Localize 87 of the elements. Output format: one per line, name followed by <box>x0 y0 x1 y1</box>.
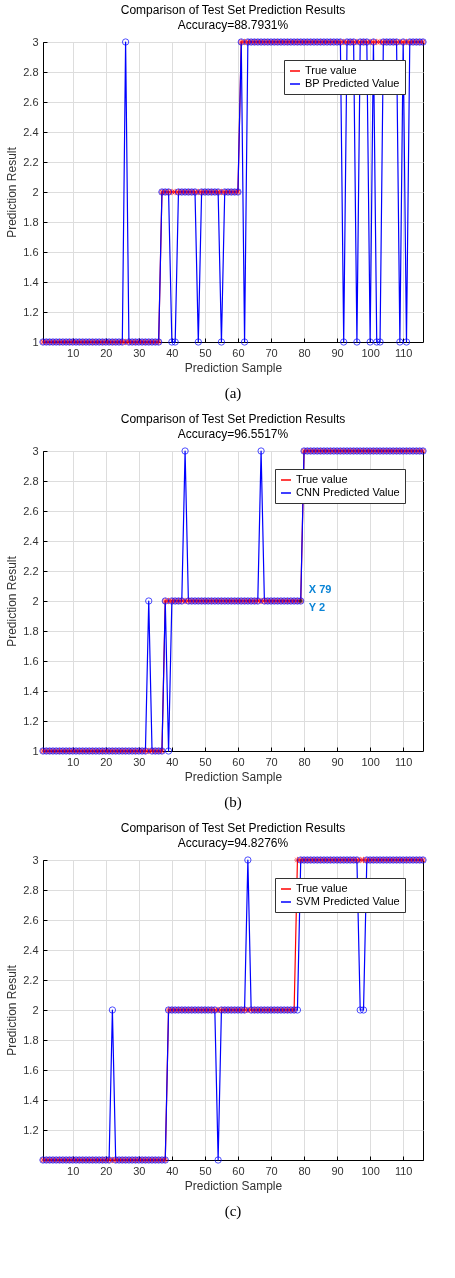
x-tick-label: 10 <box>67 755 80 768</box>
x-tick-label: 80 <box>298 755 311 768</box>
y-tick-label: 2.2 <box>23 155 39 168</box>
x-tick-label: 10 <box>67 346 80 359</box>
chart-subtitle: Accuracy=94.8276% <box>177 836 289 850</box>
y-tick-label: 1.4 <box>23 1093 39 1106</box>
x-tick-label: 110 <box>394 1164 413 1177</box>
x-tick-label: 90 <box>331 346 344 359</box>
y-tick-label: 2.6 <box>23 95 39 108</box>
text: (c) <box>224 1203 242 1220</box>
x-tick-label: 20 <box>100 346 113 359</box>
y-tick-label: 2 <box>32 594 39 607</box>
x-axis-title: Prediction Sample <box>184 1178 283 1193</box>
y-tick-label: 1.4 <box>23 684 39 697</box>
text: (b) <box>224 794 242 811</box>
chart-title: Comparison of Test Set Prediction Results <box>120 821 346 835</box>
y-tick-label: 2.8 <box>23 65 39 78</box>
x-tick-label: 90 <box>331 755 344 768</box>
x-tick-label: 70 <box>265 1164 278 1177</box>
x-tick-label: 100 <box>361 755 380 768</box>
y-tick-label: 2.4 <box>23 534 39 547</box>
x-tick-label: 10 <box>67 1164 80 1177</box>
y-axis-title: Prediction Result <box>5 146 20 238</box>
x-tick-label: 60 <box>232 346 245 359</box>
x-tick-label: 110 <box>394 346 413 359</box>
legend-label: SVM Predicted Value <box>296 895 400 907</box>
x-tick-label: 40 <box>166 346 179 359</box>
y-axis-title: Prediction Result <box>5 964 20 1056</box>
x-tick-label: 40 <box>166 755 179 768</box>
y-tick-label: 1.6 <box>23 1063 39 1076</box>
x-tick-label: 20 <box>100 755 113 768</box>
x-tick-label: 80 <box>298 1164 311 1177</box>
legend-label: True value <box>296 882 348 894</box>
x-tick-label: 20 <box>100 1164 113 1177</box>
text: (a) <box>224 385 242 402</box>
y-tick-label: 2.6 <box>23 913 39 926</box>
y-tick-label: 1.8 <box>23 1033 39 1046</box>
x-tick-label: 60 <box>232 1164 245 1177</box>
y-tick-label: 1.6 <box>23 654 39 667</box>
y-tick-label: 1.6 <box>23 245 39 258</box>
chart-title: Comparison of Test Set Prediction Results <box>120 3 346 17</box>
x-tick-label: 50 <box>199 346 212 359</box>
legend-label: BP Predicted Value <box>305 77 400 89</box>
x-tick-label: 30 <box>133 755 146 768</box>
x-tick-label: 40 <box>166 1164 179 1177</box>
y-tick-label: 2.4 <box>23 125 39 138</box>
y-tick-label: 1 <box>32 744 39 757</box>
annotation: X 79 Y 2 <box>308 583 332 613</box>
chart-subtitle: Accuracy=96.5517% <box>177 427 289 441</box>
y-tick-label: 3 <box>32 853 39 866</box>
x-tick-label: 100 <box>361 346 380 359</box>
y-tick-label: 1.2 <box>23 1123 39 1136</box>
y-tick-label: 2 <box>32 185 39 198</box>
legend-label: CNN Predicted Value <box>296 486 400 498</box>
chart-title: Comparison of Test Set Prediction Results <box>120 412 346 426</box>
y-tick-label: 1.2 <box>23 305 39 318</box>
y-tick-label: 2.2 <box>23 564 39 577</box>
y-tick-label: 1.8 <box>23 215 39 228</box>
y-tick-label: 1.4 <box>23 275 39 288</box>
y-tick-label: 1 <box>32 335 39 348</box>
x-tick-label: 100 <box>361 1164 380 1177</box>
x-axis-title: Prediction Sample <box>184 360 283 375</box>
y-tick-label: 2.8 <box>23 883 39 896</box>
y-tick-label: 2.2 <box>23 973 39 986</box>
x-tick-label: 60 <box>232 755 245 768</box>
x-tick-label: 50 <box>199 1164 212 1177</box>
legend-label: True value <box>296 473 348 485</box>
y-tick-label: 2 <box>32 1003 39 1016</box>
x-axis-title: Prediction Sample <box>184 769 283 784</box>
y-tick-label: 2.8 <box>23 474 39 487</box>
y-tick-label: 2.6 <box>23 504 39 517</box>
y-tick-label: 3 <box>32 444 39 457</box>
chart-subtitle: Accuracy=88.7931% <box>177 18 289 32</box>
y-tick-label: 2.4 <box>23 943 39 956</box>
x-tick-label: 50 <box>199 755 212 768</box>
y-tick-label: 3 <box>32 35 39 48</box>
x-tick-label: 30 <box>133 346 146 359</box>
x-tick-label: 70 <box>265 755 278 768</box>
y-tick-label: 1.8 <box>23 624 39 637</box>
x-tick-label: 80 <box>298 346 311 359</box>
y-tick-label: 1.2 <box>23 714 39 727</box>
x-tick-label: 110 <box>394 755 413 768</box>
legend-label: True value <box>305 64 357 76</box>
x-tick-label: 30 <box>133 1164 146 1177</box>
x-tick-label: 70 <box>265 346 278 359</box>
x-tick-label: 90 <box>331 1164 344 1177</box>
y-axis-title: Prediction Result <box>5 555 20 647</box>
